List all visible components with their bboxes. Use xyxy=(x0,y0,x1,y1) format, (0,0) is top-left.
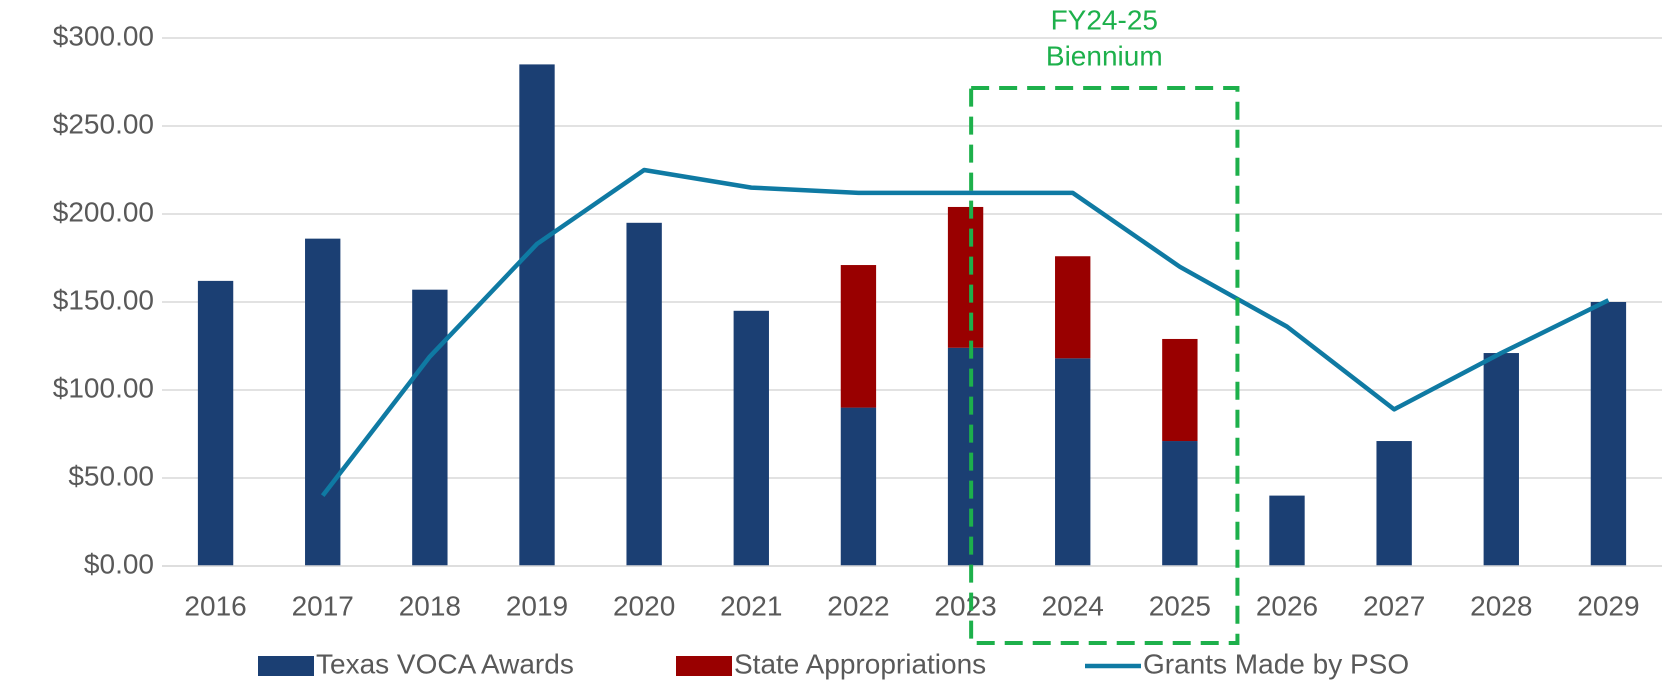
y-tick-label: $150.00 xyxy=(53,284,154,315)
bar xyxy=(1162,338,1198,442)
annotation-box xyxy=(969,86,1240,645)
bar xyxy=(733,310,769,566)
x-tick-label: 2024 xyxy=(1042,590,1104,621)
x-tick-label: 2023 xyxy=(934,590,996,621)
legend-label: State Appropriations xyxy=(734,648,986,679)
bar xyxy=(626,222,662,567)
x-tick-label: 2022 xyxy=(827,590,889,621)
bar xyxy=(1162,441,1198,566)
x-tick-label: 2028 xyxy=(1470,590,1532,621)
annotation: Biennium xyxy=(1046,40,1163,71)
x-tick-label: 2029 xyxy=(1577,590,1639,621)
x-tick-label: 2021 xyxy=(720,590,782,621)
legend-swatch xyxy=(258,656,314,676)
bar xyxy=(840,265,877,408)
bar xyxy=(412,289,448,566)
x-tick-label: 2026 xyxy=(1256,590,1318,621)
bar xyxy=(1269,495,1305,566)
x-tick-label: 2016 xyxy=(184,590,246,621)
legend-label: Texas VOCA Awards xyxy=(316,648,574,679)
y-tick-label: $100.00 xyxy=(53,372,154,403)
bar xyxy=(1590,302,1627,566)
line xyxy=(320,167,1610,497)
bar xyxy=(840,407,877,566)
bar xyxy=(519,64,555,567)
y-tick-label: $300.00 xyxy=(53,20,154,51)
bar xyxy=(947,206,984,348)
x-tick-label: 2020 xyxy=(613,590,675,621)
x-tick-label: 2027 xyxy=(1363,590,1425,621)
y-tick-label: $200.00 xyxy=(53,196,154,227)
x-tick-label: 2017 xyxy=(292,590,354,621)
annotation: FY24-25 xyxy=(1051,4,1158,35)
bar xyxy=(947,347,984,566)
bar xyxy=(197,280,234,566)
bar xyxy=(1376,441,1412,566)
bar xyxy=(1055,256,1091,359)
bar xyxy=(1055,358,1091,566)
x-tick-label: 2019 xyxy=(506,590,568,621)
y-tick-label: $0.00 xyxy=(84,548,154,579)
bar xyxy=(305,238,341,566)
legend-label: Grants Made by PSO xyxy=(1143,648,1409,679)
legend-swatch xyxy=(676,656,732,676)
bar xyxy=(1483,353,1519,566)
y-tick-label: $50.00 xyxy=(68,460,154,491)
x-tick-label: 2025 xyxy=(1149,590,1211,621)
x-tick-label: 2018 xyxy=(399,590,461,621)
y-tick-label: $250.00 xyxy=(53,108,154,139)
